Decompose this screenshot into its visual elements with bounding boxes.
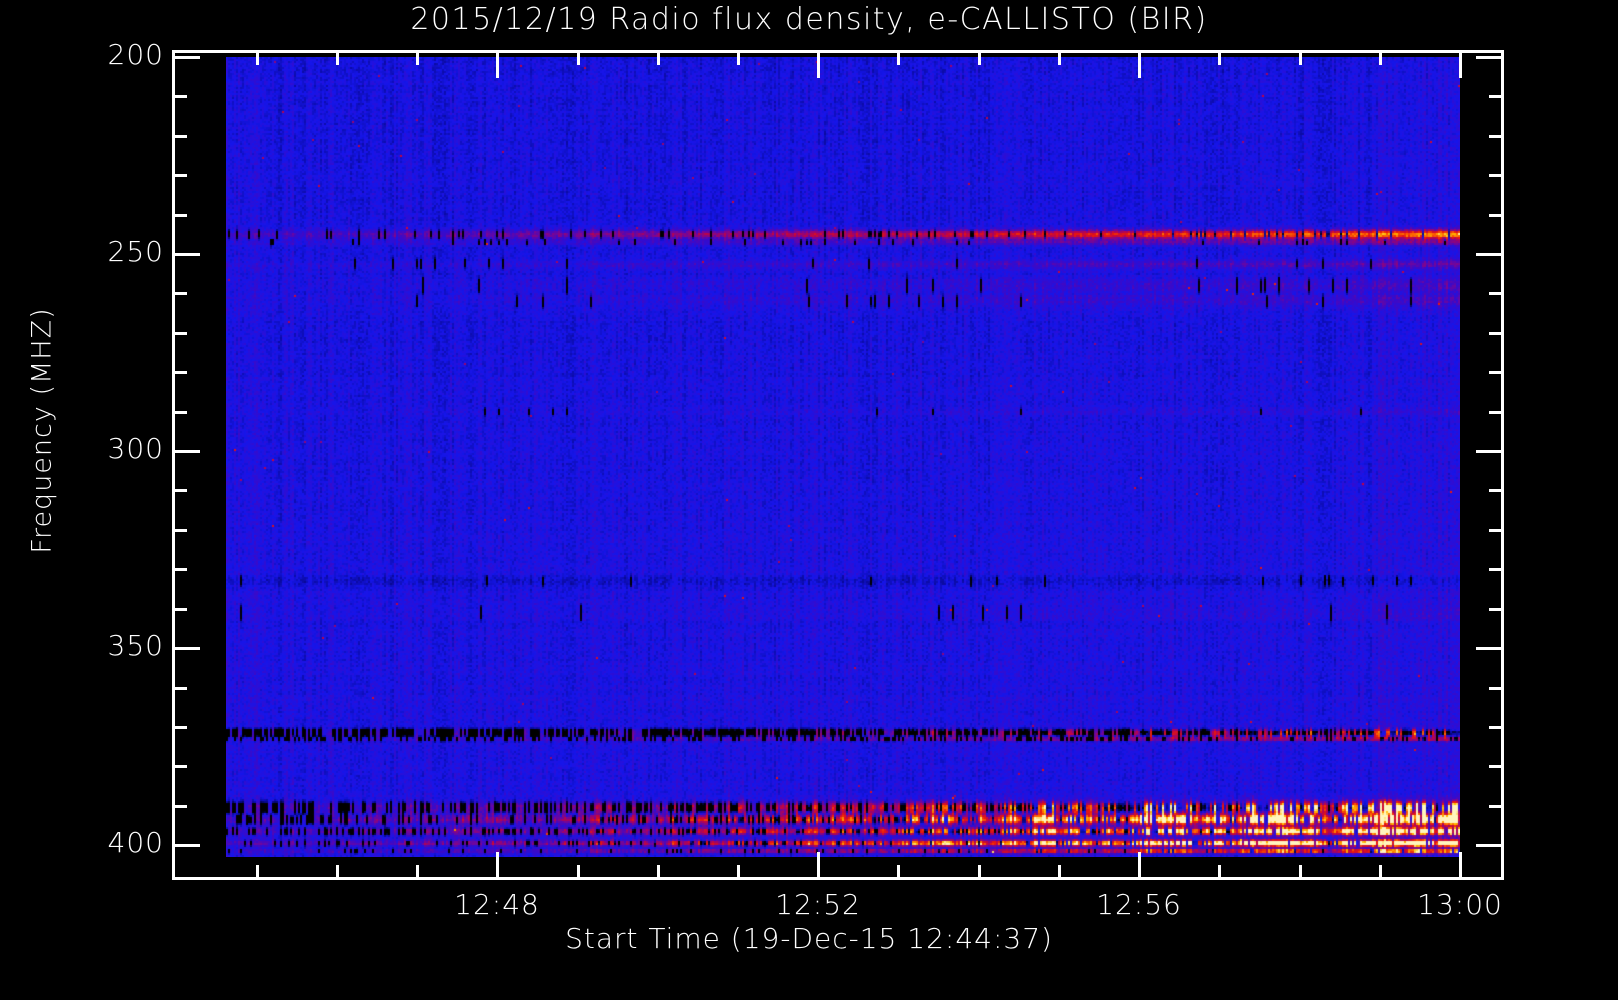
y-tick-minor-right (1489, 95, 1504, 98)
x-tick-minor (1218, 865, 1221, 880)
y-tick-minor (172, 687, 187, 690)
y-tick-major-right-300 (1476, 450, 1504, 453)
y-tick-minor-right (1489, 805, 1504, 808)
x-tick-label-2: 12:56 (1096, 888, 1182, 921)
y-tick-major-200 (172, 56, 200, 59)
x-tick-major-top-2 (1138, 50, 1141, 78)
x-tick-minor (336, 865, 339, 880)
y-axis-title: Frequency (MHZ) (26, 307, 58, 554)
x-tick-major-2 (1138, 852, 1141, 880)
y-tick-minor (172, 174, 187, 177)
y-tick-minor-right (1489, 292, 1504, 295)
y-tick-major-250 (172, 253, 200, 256)
x-tick-major-3 (1459, 852, 1462, 880)
chart-title: 2015/12/19 Radio flux density, e-CALLIST… (410, 2, 1208, 37)
y-tick-minor-right (1489, 174, 1504, 177)
y-tick-minor-right (1489, 371, 1504, 374)
x-tick-minor (737, 865, 740, 880)
y-tick-label-300: 300 (107, 432, 164, 465)
y-tick-minor (172, 135, 187, 138)
y-tick-major-right-350 (1476, 647, 1504, 650)
x-tick-minor (577, 865, 580, 880)
x-tick-minor-top (336, 50, 339, 65)
y-tick-minor-right (1489, 568, 1504, 571)
y-tick-minor (172, 95, 187, 98)
y-tick-major-400 (172, 844, 200, 847)
x-tick-minor-top (416, 50, 419, 65)
y-tick-minor (172, 568, 187, 571)
x-tick-major-top-0 (496, 50, 499, 78)
y-tick-minor-right (1489, 529, 1504, 532)
y-tick-minor (172, 371, 187, 374)
y-tick-minor (172, 292, 187, 295)
y-tick-label-350: 350 (107, 629, 164, 662)
y-tick-minor (172, 765, 187, 768)
y-tick-minor-right (1489, 608, 1504, 611)
x-tick-minor-top (737, 50, 740, 65)
y-tick-major-300 (172, 450, 200, 453)
x-tick-minor-top (897, 50, 900, 65)
x-tick-minor-top (1218, 50, 1221, 65)
y-tick-minor-right (1489, 687, 1504, 690)
x-tick-minor-top (1379, 50, 1382, 65)
y-tick-minor (172, 726, 187, 729)
y-tick-major-right-200 (1476, 56, 1504, 59)
y-tick-minor (172, 214, 187, 217)
y-tick-minor (172, 529, 187, 532)
y-tick-label-250: 250 (107, 235, 164, 268)
x-tick-major-1 (817, 852, 820, 880)
y-tick-minor-right (1489, 135, 1504, 138)
x-tick-major-top-3 (1459, 50, 1462, 78)
x-tick-minor (657, 865, 660, 880)
y-tick-minor (172, 608, 187, 611)
y-tick-major-right-400 (1476, 844, 1504, 847)
x-tick-label-1: 12:52 (775, 888, 861, 921)
y-tick-label-200: 200 (107, 38, 164, 71)
y-tick-minor (172, 805, 187, 808)
x-tick-minor (416, 865, 419, 880)
x-tick-major-0 (496, 852, 499, 880)
plot-frame (172, 50, 1504, 880)
x-tick-minor (978, 865, 981, 880)
x-axis-title: Start Time (19-Dec-15 12:44:37) (565, 922, 1053, 955)
y-tick-minor-right (1489, 214, 1504, 217)
x-tick-major-top-1 (817, 50, 820, 78)
y-tick-minor (172, 332, 187, 335)
y-tick-major-right-250 (1476, 253, 1504, 256)
x-tick-label-3: 13:00 (1417, 888, 1503, 921)
x-tick-minor-top (577, 50, 580, 65)
spectrogram-canvas (226, 57, 1460, 857)
y-tick-major-350 (172, 647, 200, 650)
x-tick-minor-top (1299, 50, 1302, 65)
y-tick-minor-right (1489, 332, 1504, 335)
x-tick-minor-top (978, 50, 981, 65)
x-tick-minor (897, 865, 900, 880)
x-tick-minor (1379, 865, 1382, 880)
x-tick-minor-top (256, 50, 259, 65)
x-tick-minor-top (657, 50, 660, 65)
spectrogram-plot-area (226, 57, 1460, 857)
y-tick-minor-right (1489, 411, 1504, 414)
y-tick-minor-right (1489, 726, 1504, 729)
x-tick-minor (256, 865, 259, 880)
x-tick-label-0: 12:48 (454, 888, 540, 921)
x-tick-minor (1299, 865, 1302, 880)
x-tick-minor-top (1058, 50, 1061, 65)
x-tick-minor (1058, 865, 1061, 880)
y-tick-minor (172, 411, 187, 414)
y-tick-minor-right (1489, 765, 1504, 768)
y-tick-minor (172, 489, 187, 492)
y-tick-minor-right (1489, 489, 1504, 492)
y-tick-label-400: 400 (107, 826, 164, 859)
